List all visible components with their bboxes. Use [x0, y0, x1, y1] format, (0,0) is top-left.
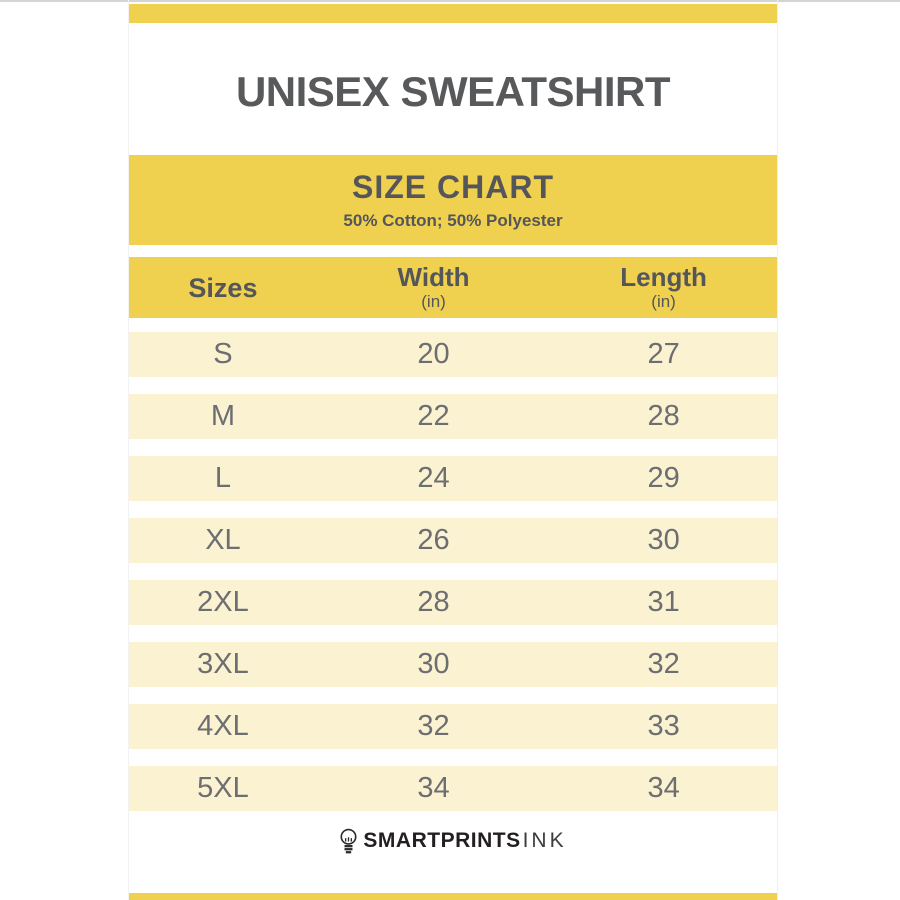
column-unit: (in) [421, 292, 446, 311]
size-table-row: L 24 29 [129, 456, 777, 501]
column-label: Length [620, 262, 707, 292]
brand-name-secondary: INK [522, 829, 567, 852]
size-cell: XL [205, 524, 241, 556]
size-cell: 2XL [197, 586, 249, 618]
size-table-row: M 22 28 [129, 394, 777, 439]
width-cell: 22 [417, 400, 450, 432]
size-chart-heading: SIZE CHART [352, 169, 554, 205]
length-cell: 31 [647, 586, 680, 618]
length-cell: 30 [647, 524, 680, 556]
size-table-body: S 20 27 M 22 28 L 24 29 XL 26 30 2XL 28 … [129, 332, 777, 828]
column-header-width: Width (in) [317, 264, 550, 311]
length-cell: 28 [647, 400, 680, 432]
size-cell: 5XL [197, 772, 249, 804]
top-yellow-bar [129, 4, 777, 23]
size-cell: 3XL [197, 648, 249, 680]
size-cell: L [214, 462, 232, 494]
fabric-composition: 50% Cotton; 50% Polyester [343, 211, 563, 230]
length-cell: 32 [647, 648, 680, 680]
width-cell: 34 [417, 772, 450, 804]
size-chart-page: UNISEX SWEATSHIRT SIZE CHART 50% Cotton;… [128, 0, 778, 900]
size-table-row: XL 26 30 [129, 518, 777, 563]
width-cell: 20 [417, 338, 450, 370]
width-cell: 32 [417, 710, 450, 742]
length-cell: 29 [647, 462, 680, 494]
brand-logo: SMARTPRINTSINK [129, 824, 777, 858]
width-cell: 26 [417, 524, 450, 556]
size-table-row: 5XL 34 34 [129, 766, 777, 811]
column-label: Sizes [188, 272, 258, 303]
bottom-yellow-bar [129, 893, 777, 900]
size-table-row: 4XL 32 33 [129, 704, 777, 749]
column-header-sizes: Sizes [129, 272, 317, 303]
length-cell: 34 [647, 772, 680, 804]
size-chart-banner: SIZE CHART 50% Cotton; 50% Polyester [129, 155, 777, 245]
page-title: UNISEX SWEATSHIRT [235, 68, 671, 115]
lightbulb-icon [340, 828, 357, 853]
brand-name-primary: SMARTPRINTS [363, 829, 521, 852]
length-cell: 27 [647, 338, 680, 370]
column-label: Width [397, 262, 470, 292]
size-cell: 4XL [197, 710, 249, 742]
column-unit: (in) [651, 292, 676, 311]
brand-name: SMARTPRINTSINK [363, 829, 566, 853]
top-divider-line [0, 0, 900, 2]
width-cell: 28 [417, 586, 450, 618]
width-cell: 30 [417, 648, 450, 680]
table-header-row: Sizes Width (in) Length (in) [129, 257, 777, 318]
size-cell: M [210, 400, 236, 432]
size-table-row: 3XL 30 32 [129, 642, 777, 687]
size-cell: S [213, 338, 233, 370]
width-cell: 24 [417, 462, 450, 494]
length-cell: 33 [647, 710, 680, 742]
size-table-row: S 20 27 [129, 332, 777, 377]
size-table-row: 2XL 28 31 [129, 580, 777, 625]
column-header-length: Length (in) [550, 264, 777, 311]
